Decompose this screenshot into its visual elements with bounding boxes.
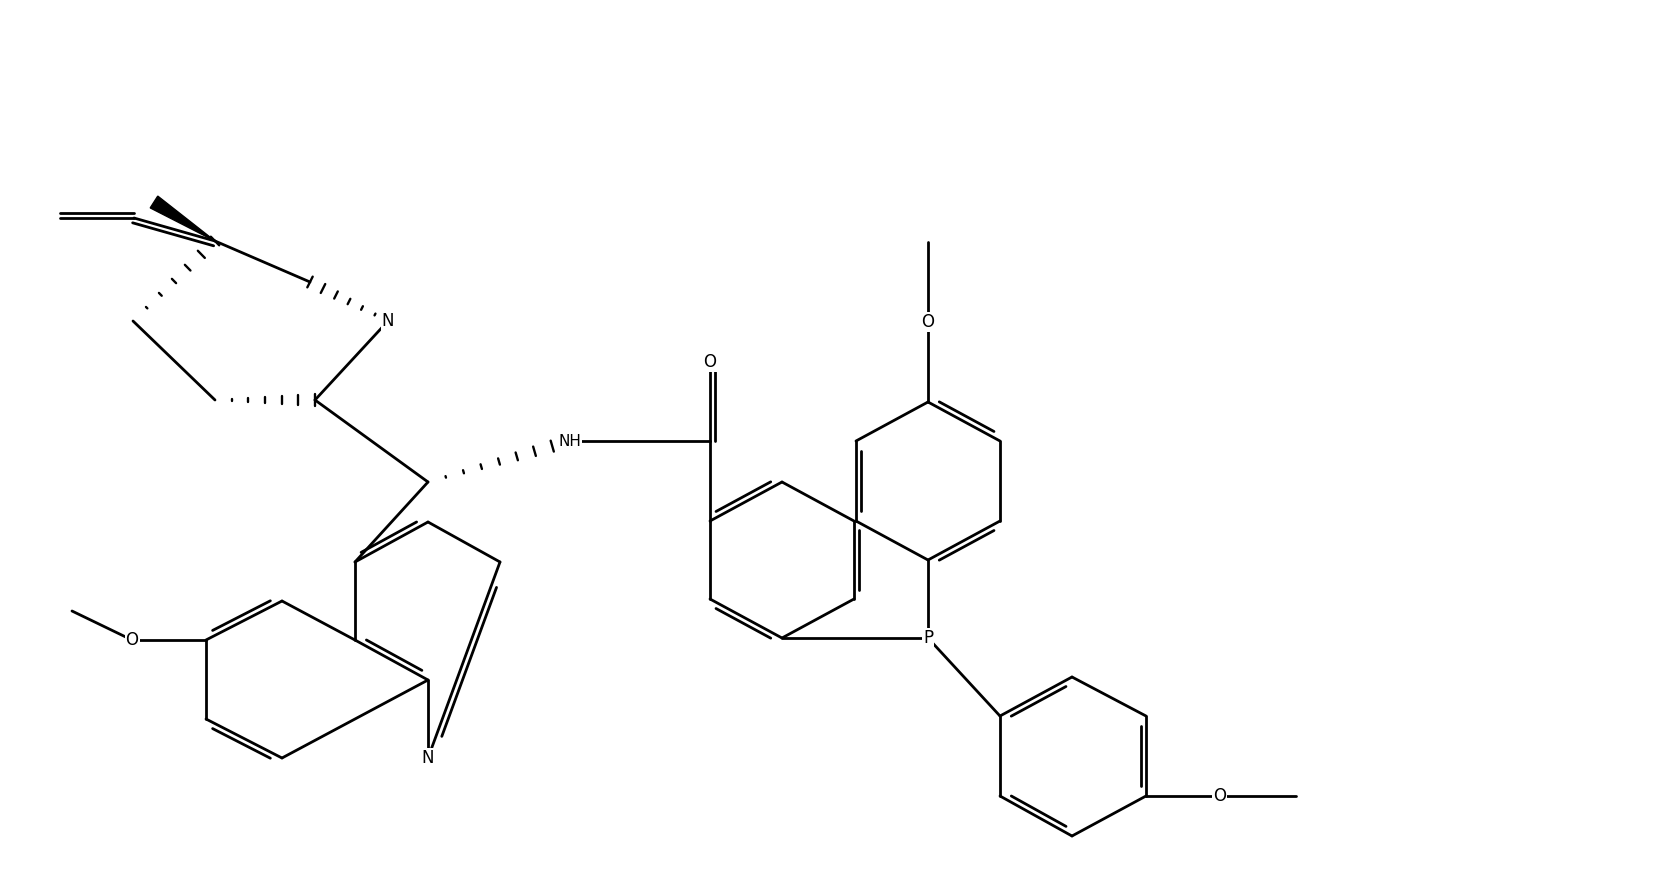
Text: O: O	[125, 631, 138, 649]
Polygon shape	[150, 196, 215, 241]
Text: P: P	[924, 629, 934, 647]
Text: N: N	[421, 749, 434, 767]
Text: O: O	[704, 353, 717, 371]
Text: O: O	[922, 313, 935, 331]
Text: O: O	[1213, 787, 1226, 805]
Text: N: N	[381, 312, 394, 330]
Text: NH: NH	[559, 433, 581, 448]
